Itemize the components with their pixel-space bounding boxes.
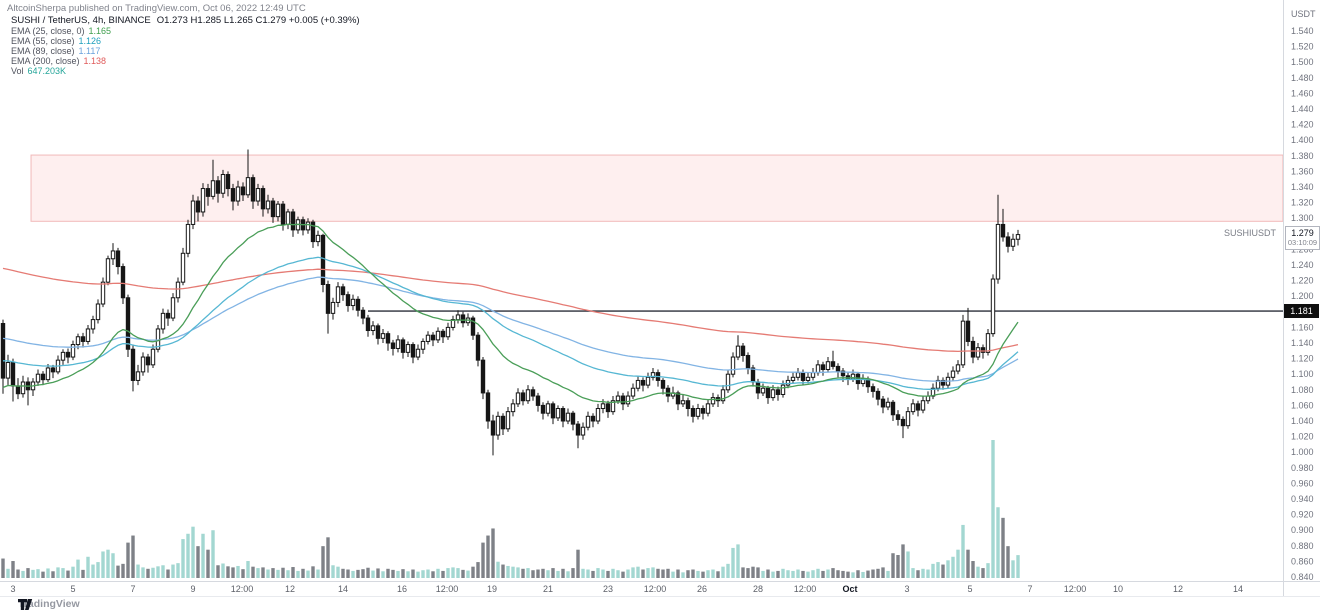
volume-value: 647.203K bbox=[27, 66, 67, 76]
time-tick: 7 bbox=[130, 584, 135, 594]
price-tick: 1.240 bbox=[1291, 260, 1314, 270]
time-tick: 14 bbox=[1233, 584, 1243, 594]
legend-panel: SUSHI / TetherUS, 4h, BINANCE O1.273 H1.2… bbox=[11, 15, 360, 77]
price-tick-labels: USDT 1.540 1.520 1.500 1.480 1.460 1.440 1.420 1… bbox=[1291, 9, 1316, 582]
time-tick: 12:00 bbox=[644, 584, 667, 594]
price-tick: 0.880 bbox=[1291, 541, 1314, 551]
axis-currency-label: USDT bbox=[1291, 9, 1316, 19]
symbol-title[interactable]: SUSHI / TetherUS, 4h, BINANCE bbox=[11, 15, 151, 26]
attribution-text: AltcoinSherpa published on TradingView.c… bbox=[7, 3, 306, 14]
price-tick: 1.100 bbox=[1291, 369, 1314, 379]
volume-bars bbox=[1, 440, 1020, 578]
indicator-label[interactable]: EMA (25, close, 0) bbox=[11, 26, 85, 36]
time-tick: 12 bbox=[285, 584, 295, 594]
price-tick: 1.480 bbox=[1291, 73, 1314, 83]
time-tick: 12:00 bbox=[794, 584, 817, 594]
indicator-rows: EMA (25, close, 0) 1.165 EMA (55, close) 1.… bbox=[11, 26, 360, 66]
price-tick: 1.160 bbox=[1291, 322, 1314, 332]
price-tick: 0.980 bbox=[1291, 463, 1314, 473]
price-tick: 1.500 bbox=[1291, 57, 1314, 67]
time-tick: 28 bbox=[753, 584, 763, 594]
time-tick: 10 bbox=[1113, 584, 1123, 594]
price-tick: 1.000 bbox=[1291, 447, 1314, 457]
bar-countdown: 03:10:09 bbox=[1287, 238, 1318, 247]
indicator-value: 1.138 bbox=[83, 56, 107, 66]
tradingview-logo-icon bbox=[18, 599, 33, 610]
indicator-label[interactable]: EMA (55, close) bbox=[11, 36, 75, 46]
time-tick: 16 bbox=[397, 584, 407, 594]
price-tick: 1.220 bbox=[1291, 276, 1314, 286]
indicator-row-1[interactable]: EMA (55, close) 1.126 bbox=[11, 36, 360, 46]
candles bbox=[0, 149, 1021, 456]
price-tick: 1.460 bbox=[1291, 88, 1314, 98]
price-tick: 1.200 bbox=[1291, 291, 1314, 301]
price-tick: 1.420 bbox=[1291, 120, 1314, 130]
price-tick: 1.360 bbox=[1291, 166, 1314, 176]
indicator-value: 1.126 bbox=[78, 36, 102, 46]
ema-25-line[interactable] bbox=[2, 223, 1019, 404]
indicator-row-2[interactable]: EMA (89, close) 1.117 bbox=[11, 46, 360, 56]
indicator-value: 1.165 bbox=[88, 26, 112, 36]
indicator-row-0[interactable]: EMA (25, close, 0) 1.165 bbox=[11, 26, 360, 36]
volume-indicator-label[interactable]: Vol bbox=[11, 66, 24, 76]
price-tick: 1.540 bbox=[1291, 26, 1314, 36]
time-tick: 26 bbox=[697, 584, 707, 594]
price-tick: 0.900 bbox=[1291, 525, 1314, 535]
time-tick: 5 bbox=[70, 584, 75, 594]
indicator-value: 1.117 bbox=[78, 46, 101, 56]
time-tick: 12:00 bbox=[231, 584, 254, 594]
time-tick: 23 bbox=[603, 584, 613, 594]
symbol-watermark-label: SUSHIUSDT bbox=[1223, 228, 1276, 238]
price-tick: 1.440 bbox=[1291, 104, 1314, 114]
price-tick: 1.520 bbox=[1291, 42, 1314, 52]
time-tick: 9 bbox=[190, 584, 195, 594]
price-tick: 1.060 bbox=[1291, 400, 1314, 410]
price-tick: 1.080 bbox=[1291, 385, 1314, 395]
price-tick: 0.920 bbox=[1291, 510, 1314, 520]
price-tick: 1.300 bbox=[1291, 213, 1314, 223]
time-tick: 5 bbox=[967, 584, 972, 594]
ema-89-line[interactable] bbox=[2, 276, 1019, 382]
time-tick: 12 bbox=[1173, 584, 1183, 594]
price-tick: 1.140 bbox=[1291, 338, 1314, 348]
tradingview-logo-text: TradingView bbox=[18, 598, 80, 610]
ema-200-line[interactable] bbox=[2, 267, 1019, 353]
indicator-label[interactable]: EMA (89, close) bbox=[11, 46, 75, 56]
ohlc-values: O1.273 H1.285 L1.265 C1.279 +0.005 (+0.3… bbox=[156, 15, 360, 26]
price-tick: 1.020 bbox=[1291, 432, 1314, 442]
price-tick: 0.960 bbox=[1291, 478, 1314, 488]
price-tick: 1.340 bbox=[1291, 182, 1314, 192]
last-price-value: 1.279 bbox=[1291, 228, 1314, 238]
time-tick: 3 bbox=[10, 584, 15, 594]
last-price-label: 1.279 03:10:09 bbox=[1285, 226, 1320, 250]
price-tick: 1.040 bbox=[1291, 416, 1314, 426]
time-tick: 12:00 bbox=[1064, 584, 1087, 594]
indicator-label[interactable]: EMA (200, close) bbox=[11, 56, 80, 66]
time-tick: 3 bbox=[904, 584, 909, 594]
price-tick: 1.400 bbox=[1291, 135, 1314, 145]
time-tick: 21 bbox=[543, 584, 553, 594]
time-tick: Oct bbox=[842, 584, 857, 594]
price-tick: 1.120 bbox=[1291, 354, 1314, 364]
level-price-badge: 1.181 bbox=[1284, 304, 1319, 318]
price-tick: 1.380 bbox=[1291, 151, 1314, 161]
footer-branding[interactable]: TradingView bbox=[18, 598, 80, 610]
indicator-row-3[interactable]: EMA (200, close) 1.138 bbox=[11, 56, 360, 66]
time-tick: 7 bbox=[1027, 584, 1032, 594]
price-tick: 0.940 bbox=[1291, 494, 1314, 504]
time-tick: 12:00 bbox=[436, 584, 459, 594]
time-tick-labels: 3 5 7 9 12:00 12 14 16 12:00 19 21 23 12:00 26 28 12:00… bbox=[10, 584, 1243, 594]
price-tick: 0.860 bbox=[1291, 556, 1314, 566]
price-tick: 0.840 bbox=[1291, 572, 1314, 582]
time-tick: 14 bbox=[338, 584, 348, 594]
ema-55-line[interactable] bbox=[2, 256, 1019, 390]
price-tick: 1.320 bbox=[1291, 198, 1314, 208]
time-tick: 19 bbox=[487, 584, 497, 594]
